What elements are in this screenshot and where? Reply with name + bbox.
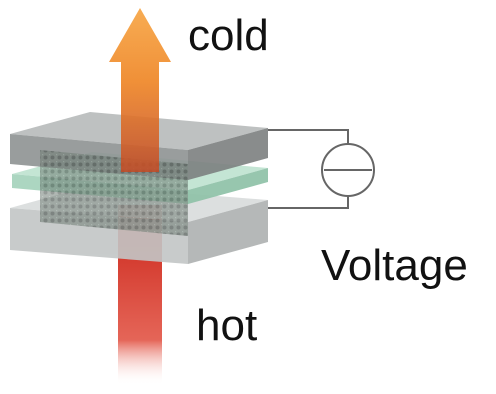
circuit-wires [268, 129, 349, 209]
hot-label: hot [196, 301, 258, 350]
cold-label: cold [188, 11, 269, 60]
top-plate [10, 112, 268, 236]
voltage-source-icon [321, 143, 375, 197]
voltage-label: Voltage [321, 241, 468, 290]
cold-heat-flow-arrow-icon [109, 8, 171, 172]
